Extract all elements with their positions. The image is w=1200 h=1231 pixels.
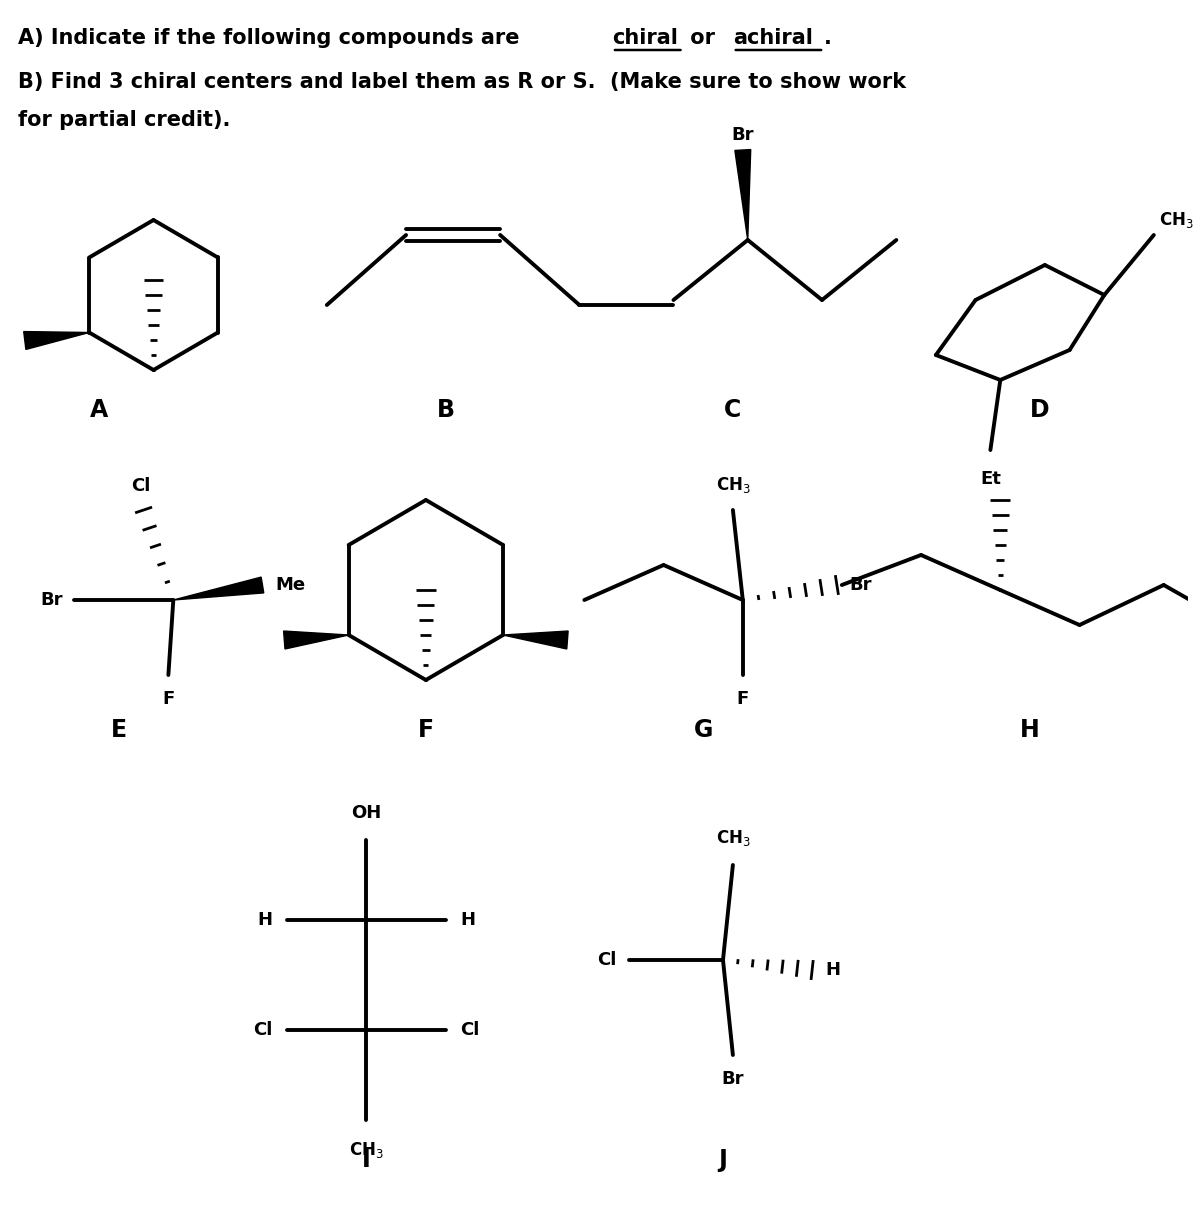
Text: B: B bbox=[437, 398, 455, 422]
Text: Br: Br bbox=[721, 1070, 744, 1088]
Text: H: H bbox=[826, 961, 840, 979]
Text: F: F bbox=[418, 718, 434, 742]
Text: A: A bbox=[90, 398, 108, 422]
Text: G: G bbox=[694, 718, 713, 742]
Text: Cl: Cl bbox=[461, 1020, 480, 1039]
Text: achiral: achiral bbox=[733, 28, 812, 48]
Text: CH$_3$: CH$_3$ bbox=[715, 475, 750, 495]
Text: D: D bbox=[1030, 398, 1050, 422]
Text: .: . bbox=[824, 28, 832, 48]
Text: F: F bbox=[737, 691, 749, 708]
Polygon shape bbox=[503, 632, 568, 649]
Polygon shape bbox=[734, 149, 751, 240]
Text: Cl: Cl bbox=[131, 476, 150, 495]
Text: A) Indicate if the following compounds are: A) Indicate if the following compounds a… bbox=[18, 28, 527, 48]
Text: H: H bbox=[1020, 718, 1040, 742]
Text: B) Find 3 chiral centers and label them as R or S.  (Make sure to show work: B) Find 3 chiral centers and label them … bbox=[18, 71, 906, 92]
Text: Br: Br bbox=[850, 576, 872, 595]
Polygon shape bbox=[283, 632, 349, 649]
Text: C: C bbox=[725, 398, 742, 422]
Text: J: J bbox=[719, 1149, 727, 1172]
Text: I: I bbox=[362, 1149, 371, 1172]
Text: for partial credit).: for partial credit). bbox=[18, 110, 230, 130]
Text: F: F bbox=[162, 691, 174, 708]
Text: chiral: chiral bbox=[612, 28, 678, 48]
Text: or: or bbox=[683, 28, 722, 48]
Text: Cl: Cl bbox=[253, 1020, 272, 1039]
Text: Br: Br bbox=[40, 591, 62, 609]
Text: Br: Br bbox=[732, 126, 754, 144]
Text: Et: Et bbox=[980, 470, 1001, 487]
Text: H: H bbox=[461, 911, 475, 929]
Polygon shape bbox=[173, 577, 264, 599]
Text: Me: Me bbox=[275, 576, 306, 595]
Text: CH$_3$: CH$_3$ bbox=[349, 1140, 384, 1160]
Text: OH: OH bbox=[352, 804, 382, 822]
Text: E: E bbox=[110, 718, 127, 742]
Text: Cl: Cl bbox=[596, 952, 616, 969]
Text: CH$_3$: CH$_3$ bbox=[715, 828, 750, 848]
Polygon shape bbox=[24, 331, 89, 350]
Text: H: H bbox=[257, 911, 272, 929]
Text: CH$_3$: CH$_3$ bbox=[1159, 211, 1194, 230]
